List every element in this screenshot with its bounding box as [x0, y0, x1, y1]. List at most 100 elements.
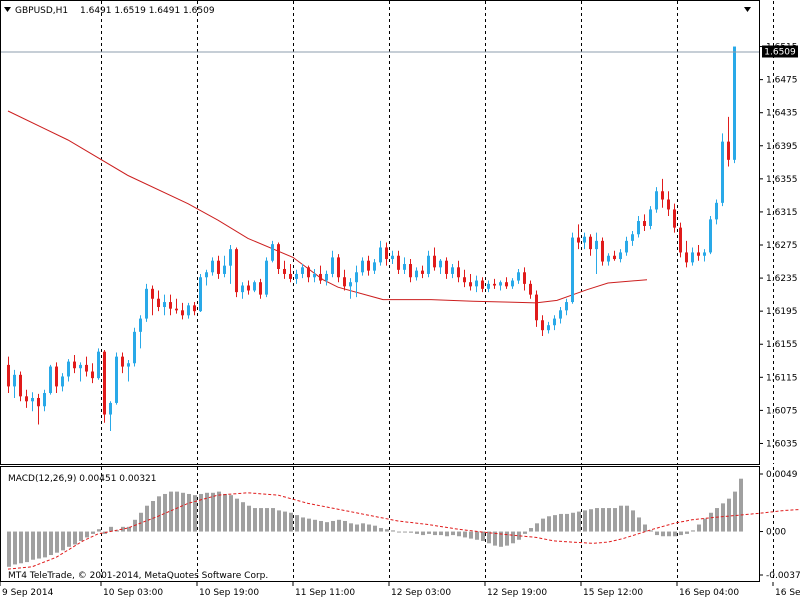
macd-bar — [325, 522, 329, 532]
macd-bar — [151, 501, 155, 532]
candle-bear — [19, 374, 22, 397]
macd-bar — [367, 524, 371, 532]
macd-bar — [697, 524, 701, 532]
candle-bear — [121, 356, 124, 367]
time-tick-label: 12 Sep 19:00 — [487, 588, 547, 598]
candle-bear — [343, 277, 346, 287]
price-tick-label: 1.6075 — [766, 406, 798, 416]
candle-bear — [643, 221, 646, 226]
macd-bar — [31, 531, 35, 560]
candle-bull — [163, 302, 166, 308]
candle-bear — [685, 252, 688, 263]
macd-bar — [193, 495, 197, 532]
candle-bear — [151, 288, 154, 299]
macd-bar — [541, 518, 545, 532]
candle-bull — [547, 325, 550, 331]
macd-bar — [403, 531, 407, 533]
candle-bull — [271, 244, 274, 261]
macd-bar — [547, 516, 551, 532]
macd-bar — [553, 515, 557, 532]
candle-bear — [409, 264, 412, 278]
candle-bull — [511, 280, 514, 287]
candle-bear — [91, 371, 94, 379]
macd-bar — [247, 505, 251, 532]
price-tick-label: 1.6115 — [766, 373, 798, 383]
macd-bar — [505, 531, 509, 546]
candle-bull — [439, 260, 442, 268]
candle-bull — [715, 202, 718, 220]
macd-bar — [235, 498, 239, 532]
macd-bar — [607, 508, 611, 532]
macd-bar — [163, 493, 167, 532]
scroll-triangle-icon[interactable] — [744, 7, 751, 12]
candle-bull — [265, 260, 268, 295]
candle-bull — [31, 397, 34, 402]
macd-bar — [289, 512, 293, 532]
candle-bull — [211, 260, 214, 273]
time-tick-label: 16 Sep 20:00 — [775, 588, 800, 598]
macd-bar — [667, 531, 671, 537]
candle-bull — [79, 364, 82, 369]
macd-bar — [481, 531, 485, 541]
time-tick-label: 10 Sep 03:00 — [103, 588, 163, 598]
macd-bar — [217, 491, 221, 532]
macd-bar — [709, 512, 713, 532]
macd-axis[interactable]: 0.0049 0.00 -0.0037 — [759, 470, 800, 581]
current-price-tag: 1.6509 — [762, 45, 798, 58]
macd-bar — [655, 531, 659, 536]
candle-bull — [709, 219, 712, 253]
candle-bull — [649, 209, 652, 226]
macd-bar — [721, 503, 725, 532]
macd-bar — [97, 529, 101, 532]
macd-bar — [559, 513, 563, 532]
macd-bar — [529, 528, 533, 532]
price-tick-label: 1.6435 — [766, 109, 798, 119]
candle-bull — [517, 272, 520, 281]
candle-bull — [559, 310, 562, 319]
price-tick-label: 1.6355 — [766, 175, 798, 185]
macd-bar — [637, 517, 641, 532]
macd-bar — [355, 524, 359, 532]
candle-bull — [331, 257, 334, 274]
candle-bull — [391, 255, 394, 260]
candle-bear — [367, 260, 370, 271]
macd-bar — [67, 531, 71, 547]
moving-average-line — [7, 110, 648, 304]
macd-bar — [589, 509, 593, 532]
menu-triangle-icon[interactable] — [4, 7, 11, 12]
candle-bear — [235, 249, 238, 293]
candle-bull — [427, 255, 430, 274]
macd-bar — [469, 531, 473, 539]
candle-bear — [337, 257, 340, 278]
macd-bar — [409, 531, 413, 533]
candle-bear — [541, 320, 544, 331]
macd-bar — [145, 505, 149, 532]
candle-bear — [283, 268, 286, 274]
macd-bar — [181, 492, 185, 532]
candlestick-series[interactable] — [7, 46, 736, 432]
candle-bear — [175, 308, 178, 311]
candle-bull — [229, 249, 232, 266]
macd-bar — [265, 508, 269, 532]
candle-bull — [115, 356, 118, 403]
price-tick-label: 1.6475 — [766, 76, 798, 86]
candle-bull — [67, 361, 70, 377]
price-tick-label: 1.6395 — [766, 142, 798, 152]
candle-bull — [571, 237, 574, 303]
time-axis[interactable]: 9 Sep 2014 10 Sep 03:00 10 Sep 19:00 11 Sep… — [0, 582, 800, 598]
macd-bar — [511, 531, 515, 544]
moving-average — [7, 110, 648, 304]
candle-bull — [205, 272, 208, 278]
macd-bar — [415, 531, 419, 534]
macd-bar — [25, 531, 29, 563]
candle-bull — [475, 280, 478, 287]
macd-bar — [259, 508, 263, 532]
candle-bull — [241, 285, 244, 293]
macd-bar — [349, 523, 353, 532]
candle-bear — [103, 351, 106, 415]
time-tick-label: 9 Sep 2014 — [2, 588, 54, 598]
candle-bull — [127, 363, 130, 367]
macd-bar — [127, 526, 131, 532]
macd-bar — [577, 511, 581, 532]
